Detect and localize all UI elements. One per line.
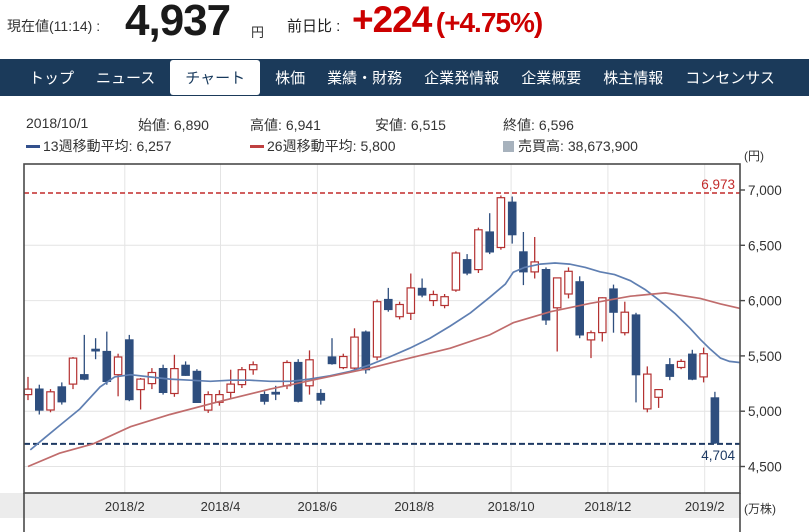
chart-area[interactable]: 2018/2 2018/4 2018/6 2018/8 2018/10 2018/12 20… [0, 148, 809, 532]
close-label: 終値: [503, 117, 535, 133]
currency-unit: 円 [251, 25, 265, 40]
svg-text:2018/2: 2018/2 [105, 499, 145, 514]
open-item: 始値: 6,890 [138, 115, 209, 135]
selected-date: 2018/10/1 [26, 115, 89, 131]
low-item: 安値: 6,515 [375, 115, 446, 135]
nav-tab-company-news[interactable]: 企業発情報 [424, 70, 500, 87]
ma26-legend: 26週移動平均: 5,800 [250, 136, 396, 156]
change-values: +224 (+4.75%) [352, 0, 543, 41]
ma13-label: 13週移動平均: [43, 138, 133, 154]
volume-value: 38,673,900 [567, 138, 638, 154]
svg-text:6,973: 6,973 [701, 177, 735, 192]
nav-tab-stock-price[interactable]: 株価 [275, 70, 306, 87]
high-label: 高値: [250, 117, 282, 133]
svg-text:5,000: 5,000 [748, 404, 782, 419]
svg-text:7,000: 7,000 [748, 183, 782, 198]
svg-text:2019/2: 2019/2 [685, 499, 725, 514]
ma13-legend-line-icon [26, 144, 40, 148]
nav-tab-company-profile[interactable]: 企業概要 [521, 70, 582, 87]
close-item: 終値: 6,596 [503, 115, 574, 135]
svg-text:6,000: 6,000 [748, 294, 782, 309]
svg-text:4,704: 4,704 [701, 448, 735, 463]
ma26-value: 5,800 [360, 138, 396, 154]
svg-text:2018/6: 2018/6 [298, 499, 338, 514]
open-value: 6,890 [173, 117, 209, 133]
change-value: +224 [352, 0, 432, 40]
ma13-legend: 13週移動平均: 6,257 [26, 136, 172, 156]
change-percent: (+4.75%) [435, 7, 543, 38]
volume-legend-square-icon [503, 140, 514, 152]
nav-tab-chart[interactable]: チャート [170, 60, 261, 95]
svg-text:6,500: 6,500 [748, 238, 782, 253]
high-item: 高値: 6,941 [250, 115, 321, 135]
nav-tab-news[interactable]: ニュース [96, 70, 156, 87]
svg-text:2018/8: 2018/8 [394, 499, 434, 514]
ma26-legend-line-icon [250, 144, 264, 148]
close-value: 6,596 [538, 117, 574, 133]
ma13-value: 6,257 [136, 138, 172, 154]
low-label: 安値: [375, 117, 407, 133]
nav-tab-top[interactable]: トップ [29, 70, 75, 87]
svg-text:2018/4: 2018/4 [201, 499, 241, 514]
nav-tab-consensus[interactable]: コンセンサス [685, 70, 775, 87]
svg-text:(万株): (万株) [744, 501, 776, 516]
section-tabs: トップ ニュース チャート 株価 業績・財務 企業発情報 企業概要 株主情報 コ… [0, 59, 809, 96]
current-price-label: 現在値(11:14) : [7, 18, 101, 34]
svg-text:5,500: 5,500 [748, 349, 782, 364]
svg-text:2018/10: 2018/10 [488, 499, 535, 514]
low-value: 6,515 [410, 117, 446, 133]
price-chart: 2018/2 2018/4 2018/6 2018/8 2018/10 2018/12 20… [0, 149, 782, 532]
svg-text:2018/12: 2018/12 [584, 499, 631, 514]
open-label: 始値: [138, 117, 170, 133]
high-value: 6,941 [285, 117, 321, 133]
price-header: 現在値(11:14) : 4,937 円 前日比 : +224 (+4.75%) [0, 0, 809, 58]
current-price-value: 4,937 [125, 0, 231, 45]
volume-label: 売買高: [518, 138, 564, 154]
volume-legend: 売買高: 38,673,900 [503, 136, 638, 156]
change-label: 前日比 : [287, 18, 341, 35]
svg-text:4,500: 4,500 [748, 460, 782, 475]
ma26-label: 26週移動平均: [267, 138, 357, 154]
svg-text:(円): (円) [744, 149, 764, 163]
nav-tab-financials[interactable]: 業績・財務 [327, 70, 403, 87]
nav-tab-shareholder-info[interactable]: 株主情報 [603, 70, 664, 87]
